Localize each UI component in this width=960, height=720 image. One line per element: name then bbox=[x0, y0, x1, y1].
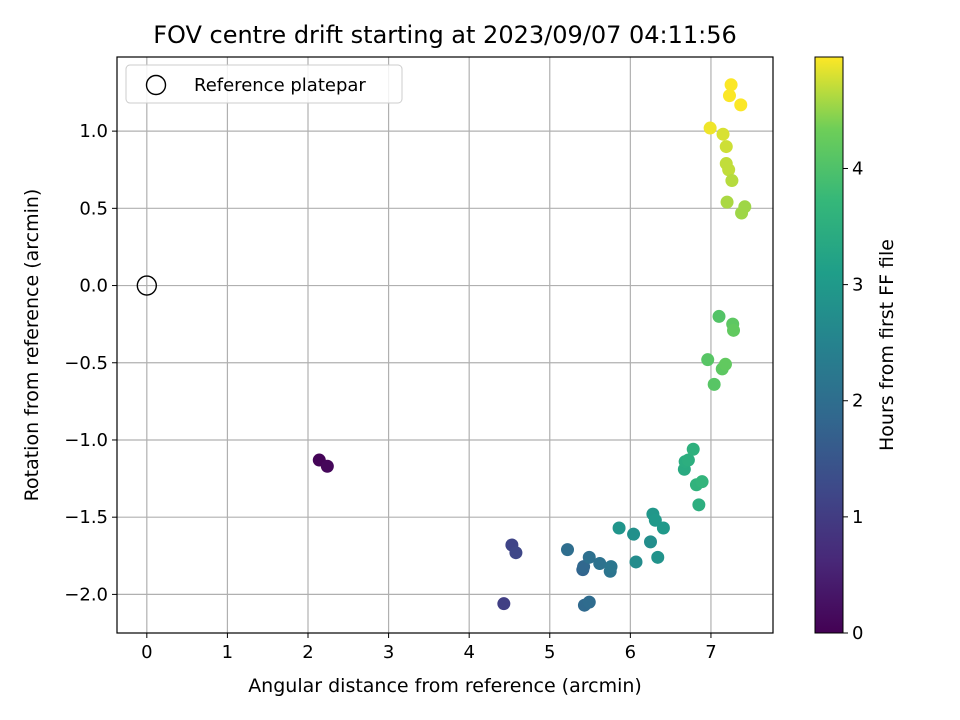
y-tick-label: −2.0 bbox=[64, 584, 108, 605]
data-point bbox=[724, 78, 738, 92]
data-point bbox=[701, 353, 715, 367]
data-point bbox=[734, 98, 748, 112]
data-point bbox=[651, 550, 665, 564]
grid bbox=[117, 57, 773, 633]
data-point bbox=[716, 127, 730, 141]
data-point bbox=[604, 560, 618, 574]
x-tick-label: 7 bbox=[705, 642, 716, 663]
plot-frame bbox=[116, 56, 774, 634]
legend-label: Reference platepar bbox=[194, 75, 366, 96]
data-point bbox=[727, 323, 741, 337]
y-tick-label: 1.0 bbox=[79, 121, 108, 142]
chart-title: FOV centre drift starting at 2023/09/07 … bbox=[153, 21, 737, 49]
y-axis-label: Rotation from reference (arcmin) bbox=[21, 189, 43, 502]
data-point bbox=[560, 543, 574, 557]
data-point bbox=[644, 535, 658, 549]
y-axis: 1.0 0.5 0.0 −0.5 −1.0 −1.5 −2.0 bbox=[64, 121, 117, 605]
data-point bbox=[681, 453, 695, 467]
data-point bbox=[648, 513, 662, 527]
x-tick-label: 6 bbox=[625, 642, 636, 663]
data-point bbox=[509, 546, 523, 560]
data-point bbox=[722, 163, 736, 177]
y-tick-label: −1.0 bbox=[64, 430, 108, 451]
data-point bbox=[695, 475, 709, 489]
colorbar-tick-label: 2 bbox=[852, 391, 863, 412]
data-point bbox=[582, 550, 596, 564]
data-point bbox=[656, 521, 670, 535]
y-tick-label: 0.5 bbox=[79, 198, 108, 219]
data-point bbox=[738, 200, 752, 214]
colorbar-tick-label: 0 bbox=[852, 623, 863, 644]
colorbar-gradient bbox=[814, 56, 844, 634]
data-point bbox=[612, 521, 626, 535]
data-point bbox=[686, 442, 700, 456]
data-points bbox=[136, 78, 752, 612]
legend-box bbox=[125, 64, 403, 104]
data-point bbox=[320, 459, 334, 473]
data-point bbox=[725, 174, 739, 188]
data-point bbox=[629, 555, 643, 569]
data-point bbox=[720, 195, 734, 209]
data-point bbox=[707, 377, 721, 391]
x-axis-label: Angular distance from reference (arcmin) bbox=[248, 675, 642, 697]
colorbar-ticks: 0 1 2 3 4 bbox=[843, 158, 863, 644]
colorbar-tick-label: 3 bbox=[852, 275, 863, 296]
legend: Reference platepar bbox=[125, 64, 403, 104]
x-tick-label: 1 bbox=[222, 642, 233, 663]
data-point bbox=[703, 121, 717, 135]
y-tick-label: 0.0 bbox=[79, 276, 108, 297]
legend-marker-open-circle bbox=[145, 74, 167, 96]
data-point bbox=[712, 309, 726, 323]
x-tick-label: 2 bbox=[302, 642, 313, 663]
x-tick-label: 0 bbox=[141, 642, 152, 663]
data-point bbox=[722, 89, 736, 103]
data-point bbox=[593, 557, 607, 571]
data-point bbox=[718, 357, 732, 371]
x-tick-label: 3 bbox=[383, 642, 394, 663]
x-tick-label: 5 bbox=[544, 642, 555, 663]
reference-platepar-marker bbox=[136, 275, 158, 296]
y-tick-label: −1.5 bbox=[64, 507, 108, 528]
data-point bbox=[719, 140, 733, 154]
data-point bbox=[692, 498, 706, 512]
data-point bbox=[582, 595, 596, 609]
colorbar-tick-label: 4 bbox=[852, 158, 863, 179]
data-point bbox=[497, 597, 511, 611]
colorbar: 0 1 2 3 4 Hours from first FF file bbox=[814, 56, 898, 644]
x-axis: 0 1 2 3 4 5 6 7 bbox=[141, 633, 717, 663]
y-tick-label: −0.5 bbox=[64, 353, 108, 374]
x-tick-label: 4 bbox=[463, 642, 474, 663]
colorbar-label: Hours from first FF file bbox=[876, 239, 898, 451]
colorbar-tick-label: 1 bbox=[852, 507, 863, 528]
data-point bbox=[627, 527, 641, 541]
